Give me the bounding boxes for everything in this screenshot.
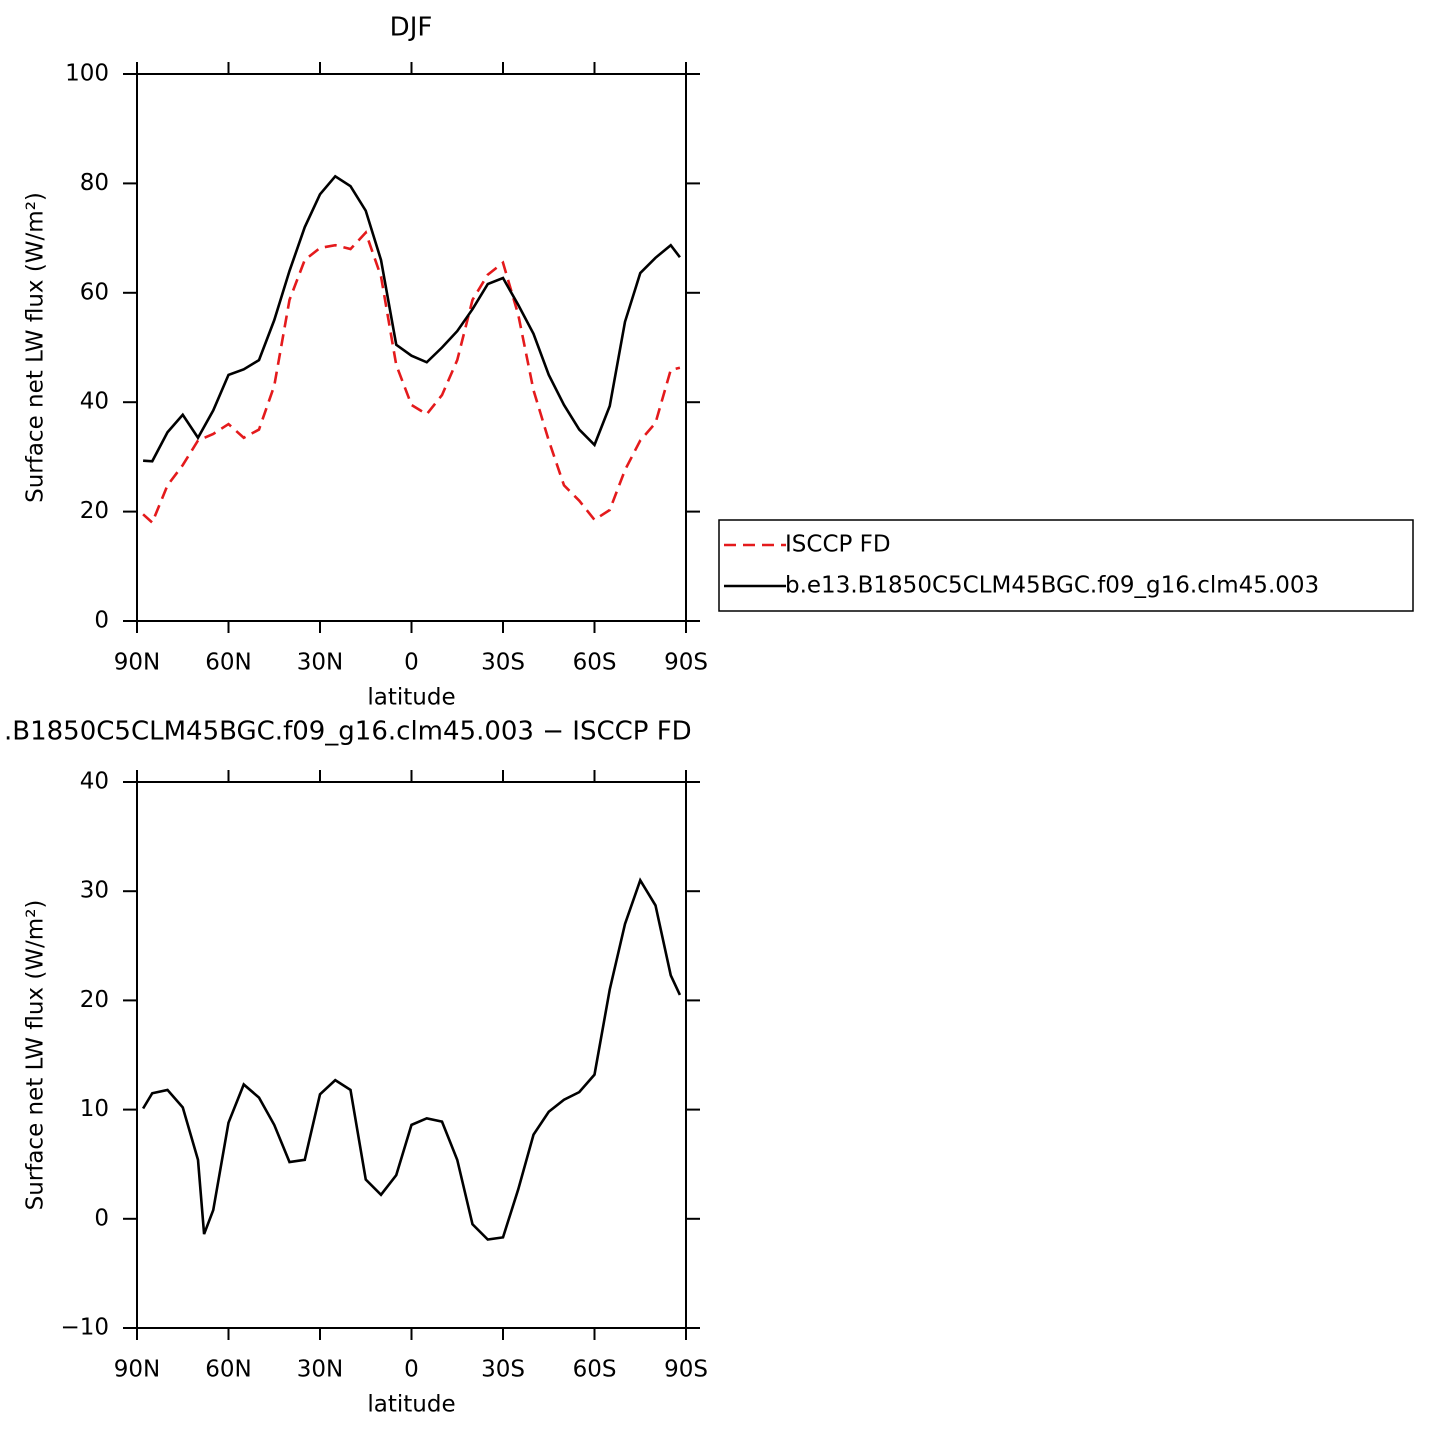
y-tick-label: 20 (80, 987, 109, 1013)
x-tick-label: 60N (205, 1357, 251, 1383)
data-line (141, 877, 682, 1241)
x-tick-label: 60S (573, 1357, 617, 1383)
y-tick-label: 40 (80, 389, 109, 415)
y-tick-label: 0 (94, 1205, 109, 1231)
y-tick-label: 0 (94, 608, 109, 634)
y-tick-label: 80 (80, 170, 109, 196)
data-line (142, 230, 681, 525)
x-tick-label: 90N (114, 1357, 160, 1383)
x-tick-label: 60S (573, 650, 617, 676)
plot-frame (136, 73, 687, 622)
x-tick-label: 30S (481, 1357, 525, 1383)
data-line (143, 174, 681, 463)
plot-frame (136, 781, 687, 1329)
x-tick-label: 60N (205, 650, 251, 676)
y-tick-label: 40 (80, 769, 109, 795)
x-tick-label: 90N (114, 650, 160, 676)
x-tick-label: 0 (404, 650, 419, 676)
chart-title: DJF (390, 13, 433, 43)
x-tick-label: 90S (664, 1357, 708, 1383)
legend-label: ISCCP FD (785, 532, 891, 558)
x-tick-label: 90S (664, 650, 708, 676)
y-tick-label: 10 (80, 1096, 109, 1122)
x-tick-label: 30N (297, 1357, 343, 1383)
x-tick-label: 30N (297, 650, 343, 676)
chart-title: .B1850C5CLM45BGC.f09_g16.clm45.003 − ISC… (4, 717, 692, 747)
y-tick-label: 100 (65, 61, 109, 87)
x-axis-label: latitude (367, 685, 455, 711)
y-axis-label: Surface net LW flux (W/m²) (23, 900, 49, 1211)
x-tick-label: 30S (481, 650, 525, 676)
y-axis-label: Surface net LW flux (W/m²) (23, 192, 49, 503)
y-tick-label: 20 (80, 498, 109, 524)
legend-box (718, 519, 1414, 612)
y-tick-label: 30 (80, 878, 109, 904)
y-tick-label: 60 (80, 279, 109, 305)
x-axis-label: latitude (367, 1392, 455, 1418)
x-tick-label: 0 (404, 1357, 419, 1383)
y-tick-label: −10 (60, 1315, 109, 1341)
legend-label: b.e13.B1850C5CLM45BGC.f09_g16.clm45.003 (785, 573, 1319, 599)
